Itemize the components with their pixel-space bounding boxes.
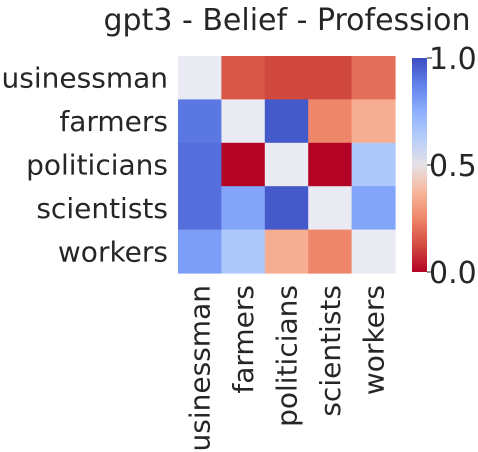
- column-label-businessman: businessman: [184, 285, 217, 452]
- heatmap-cell-scientists-scientists: [308, 186, 353, 231]
- heatmap-cell-scientists-businessman: [178, 186, 222, 231]
- column-label-scientists: scientists: [314, 285, 347, 417]
- row-label-politicians: politicians: [26, 149, 168, 182]
- heatmap-cell-scientists-farmers: [221, 186, 266, 231]
- heatmap-cell-farmers-scientists: [308, 99, 353, 144]
- heatmap-cell-politicians-scientists: [308, 142, 353, 187]
- colorbar-tick-label: 0.5: [429, 149, 477, 184]
- heatmap-cell-workers-workers: [351, 229, 396, 274]
- heatmap-cell-workers-businessman: [178, 229, 222, 274]
- heatmap-cell-politicians-politicians: [264, 142, 309, 187]
- column-label-workers: workers: [357, 285, 390, 395]
- heatmap-cell-farmers-workers: [351, 99, 396, 144]
- heatmap-cell-politicians-farmers: [221, 142, 266, 187]
- column-labels: businessman farmers politicians scientists w…: [184, 285, 391, 452]
- heatmap-cell-businessman-politicians: [264, 56, 309, 100]
- heatmap-cell-businessman-businessman: [178, 56, 222, 100]
- heatmap-cell-farmers-businessman: [178, 99, 222, 144]
- heatmap-cells: [178, 56, 396, 274]
- colorbar: [412, 58, 427, 272]
- column-label-politicians: politicians: [271, 285, 304, 427]
- column-label-farmers: farmers: [227, 285, 260, 394]
- heatmap-cell-scientists-politicians: [264, 186, 309, 231]
- colorbar-tick-label: 0.0: [429, 256, 477, 291]
- heatmap-cell-workers-scientists: [308, 229, 353, 274]
- heatmap-cell-workers-politicians: [264, 229, 309, 274]
- heatmap-cell-businessman-farmers: [221, 56, 266, 100]
- row-labels: businessman farmers politicians scientists w…: [0, 62, 168, 269]
- colorbar-ticks: 0.0 0.5 1.0: [427, 42, 477, 291]
- row-label-farmers: farmers: [59, 105, 168, 138]
- heatmap-cell-businessman-scientists: [308, 56, 353, 100]
- chart-title: gpt3 - Belief - Profession: [103, 3, 470, 38]
- heatmap-cell-politicians-businessman: [178, 142, 222, 187]
- colorbar-tick-label: 1.0: [429, 42, 477, 77]
- heatmap-cell-farmers-farmers: [221, 99, 266, 144]
- row-label-workers: workers: [58, 235, 168, 268]
- heatmap-cell-politicians-workers: [351, 142, 396, 187]
- row-label-scientists: scientists: [36, 192, 168, 225]
- heatmap-cell-farmers-politicians: [264, 99, 309, 144]
- heatmap-cell-businessman-workers: [351, 56, 396, 100]
- row-label-businessman: businessman: [0, 62, 168, 95]
- heatmap-cell-workers-farmers: [221, 229, 266, 274]
- heatmap-cell-scientists-workers: [351, 186, 396, 231]
